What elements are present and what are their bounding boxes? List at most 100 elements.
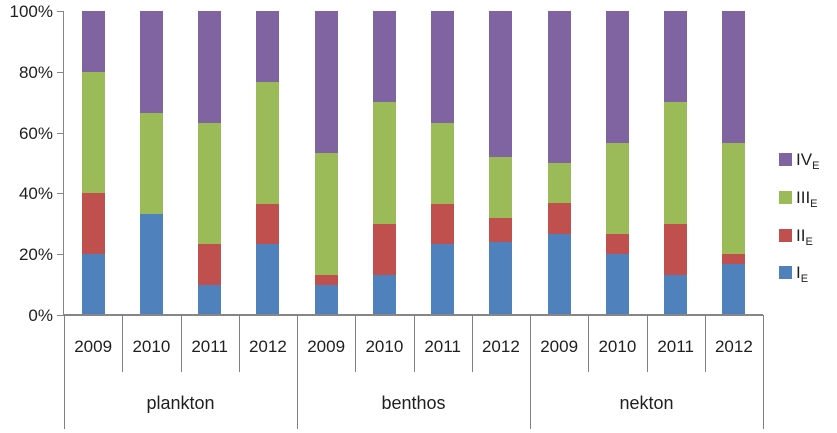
bar-plankton-2012	[256, 11, 280, 315]
bar-segment-II	[547, 203, 571, 234]
legend-swatch	[779, 190, 792, 204]
year-label: 2011	[424, 337, 461, 356]
legend-item-III: IIIE	[779, 187, 818, 210]
year-divider	[180, 315, 182, 372]
group-divider	[763, 315, 764, 429]
legend-label: IVE	[796, 150, 819, 172]
bar-segment-III	[722, 142, 746, 255]
legend-item-I: IE	[779, 263, 808, 285]
bar-segment-IV	[431, 11, 455, 123]
year-divider	[704, 315, 706, 372]
bar-segment-IV	[139, 11, 163, 113]
bar-segment-III	[314, 152, 338, 275]
bar-segment-III	[605, 142, 629, 234]
bar-plankton-2010	[139, 11, 163, 315]
bar-segment-III	[198, 122, 222, 245]
year-label: 2012	[714, 337, 753, 356]
bar-segment-IV	[372, 11, 396, 103]
bar-segment-II	[605, 233, 629, 255]
legend-swatch	[779, 266, 792, 280]
y-tick-mark	[57, 193, 64, 195]
legend-item-II: IIE	[779, 225, 813, 248]
year-label: 2010	[598, 337, 637, 356]
year-divider	[413, 315, 415, 372]
bar-segment-IV	[547, 11, 571, 163]
bar-segment-III	[664, 102, 688, 224]
year-label: 2011	[191, 337, 228, 356]
legend-label-subscript: E	[812, 160, 820, 172]
bar-benthos-2009	[314, 11, 338, 315]
bar-segment-I	[314, 284, 338, 315]
bar-segment-IV	[256, 11, 280, 83]
legend-swatch	[779, 228, 792, 242]
legend-swatch	[779, 153, 792, 166]
y-tick-label: 100%	[9, 2, 53, 21]
bar-segment-II	[431, 203, 455, 245]
bar-segment-IV	[664, 11, 688, 103]
bar-segment-III	[489, 156, 513, 218]
year-label: 2009	[74, 337, 113, 356]
legend-label: IE	[796, 263, 808, 285]
legend-label-subscript: E	[810, 197, 818, 210]
bar-segment-II	[372, 223, 396, 275]
bar-segment-I	[605, 254, 629, 315]
group-divider	[64, 315, 65, 429]
legend-label-subscript: E	[800, 273, 809, 286]
group-label: plankton	[146, 393, 215, 413]
bar-segment-III	[431, 122, 455, 204]
bar-segment-I	[139, 213, 163, 315]
year-label: 2012	[481, 337, 520, 356]
bar-segment-I	[547, 233, 571, 315]
bar-nekton-2010	[605, 11, 629, 315]
legend-label-text: I	[796, 263, 801, 283]
y-tick-label: 80%	[18, 62, 53, 82]
bar-segment-IV	[605, 11, 629, 143]
year-label: 2011	[657, 337, 694, 356]
year-label: 2012	[248, 337, 287, 356]
bar-segment-III	[372, 102, 396, 224]
legend-label: IIE	[796, 225, 813, 248]
y-tick-mark	[57, 11, 64, 12]
bar-nekton-2012	[722, 11, 746, 315]
bar-segment-I	[372, 274, 396, 315]
bar-segment-I	[489, 242, 513, 315]
group-label: nekton	[619, 393, 674, 413]
y-axis-line	[63, 11, 64, 315]
bar-plankton-2011	[198, 11, 222, 315]
y-tick-label: 0%	[28, 306, 53, 325]
y-tick-mark	[57, 71, 64, 73]
y-tick-label: 60%	[18, 123, 53, 143]
bar-segment-I	[198, 284, 222, 315]
bar-segment-III	[547, 163, 571, 204]
y-tick-mark	[57, 132, 64, 134]
bar-segment-II	[256, 203, 280, 245]
bar-nekton-2009	[547, 11, 571, 315]
group-divider	[297, 315, 298, 429]
bar-segment-II	[198, 244, 222, 285]
bar-segment-I	[431, 244, 455, 315]
bar-benthos-2010	[372, 11, 396, 315]
bar-segment-I	[664, 274, 688, 315]
legend-label-text: IV	[796, 150, 813, 169]
legend-label-text: II	[796, 225, 806, 245]
bar-segment-III	[256, 82, 280, 204]
bar-segment-II	[664, 223, 688, 275]
year-label: 2010	[365, 337, 404, 356]
year-label: 2010	[132, 337, 171, 356]
bar-segment-IV	[489, 11, 513, 157]
bar-benthos-2012	[489, 11, 513, 315]
bar-segment-III	[139, 112, 163, 214]
year-divider	[588, 315, 590, 372]
group-label: benthos	[381, 393, 446, 413]
bar-segment-IV	[198, 11, 222, 123]
y-tick-label: 20%	[18, 245, 53, 265]
legend-label: IIIE	[796, 187, 818, 210]
year-divider	[122, 315, 124, 372]
year-divider	[355, 315, 357, 372]
legend-label-subscript: E	[805, 235, 813, 248]
bar-plankton-2009	[81, 11, 105, 315]
legend-label-text: III	[796, 187, 811, 207]
group-divider	[530, 315, 531, 429]
year-divider	[238, 315, 240, 372]
